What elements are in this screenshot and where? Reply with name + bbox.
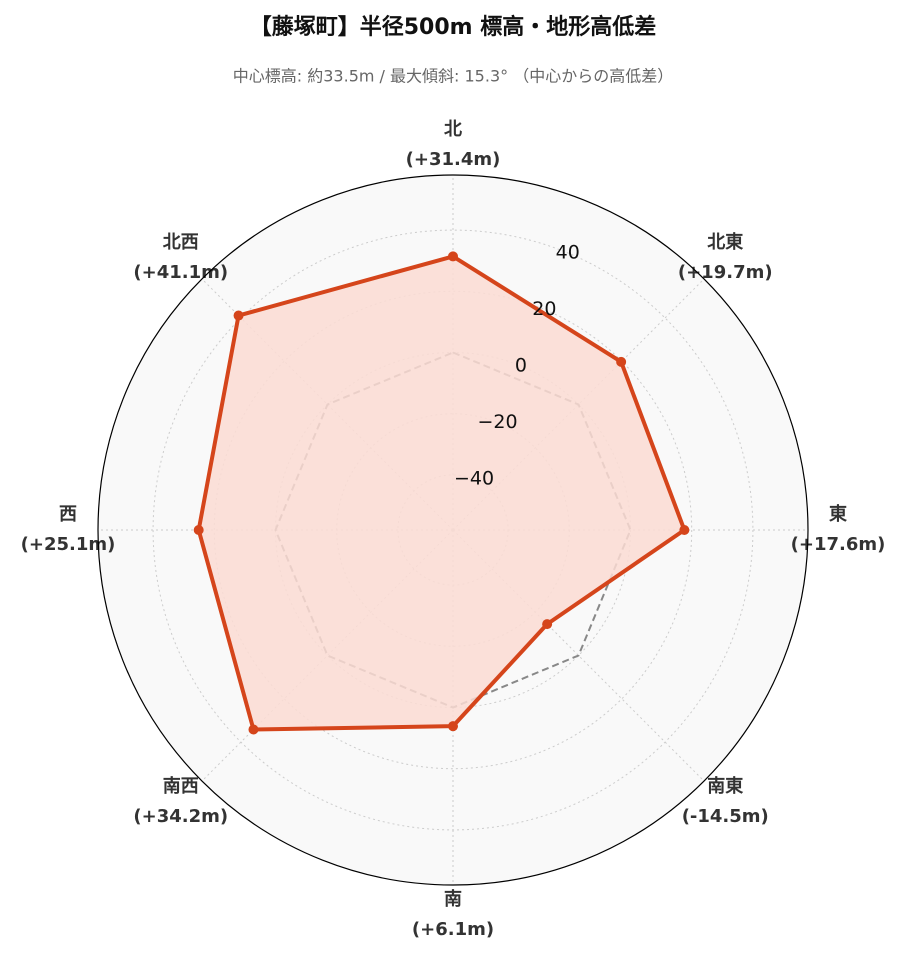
data-point: [248, 724, 259, 735]
data-point: [193, 525, 204, 535]
spoke: [201, 529, 454, 782]
data-point: [616, 356, 627, 367]
value-label: (+6.1m): [412, 919, 494, 940]
value-label: (+34.2m): [133, 806, 228, 827]
grid-circle: [213, 290, 693, 770]
spoke: [452, 529, 705, 782]
category-label: 東: [829, 503, 847, 525]
chart-subtitle: 中心標高: 約33.5m / 最大傾斜: 15.3° （中心からの高低差）: [233, 67, 673, 86]
category-label: 南西: [163, 775, 199, 797]
category-label: 西: [59, 504, 77, 525]
category-label: 北東: [707, 231, 743, 253]
category-label: 北西: [163, 232, 199, 253]
data-point: [448, 721, 458, 732]
value-label: (-14.5m): [682, 806, 769, 827]
data-point: [542, 619, 553, 630]
outer-frame: [97, 174, 809, 886]
data-point: [233, 310, 244, 321]
grid-circle: [152, 229, 754, 831]
chart-title: 【藤塚町】半径500m 標高・地形高低差: [250, 14, 657, 40]
value-label: (+19.7m): [678, 262, 773, 283]
r-tick-label: 40: [556, 241, 580, 263]
r-tick-label: −20: [477, 411, 517, 433]
category-label: 南: [444, 888, 462, 910]
data-point: [679, 525, 690, 535]
value-label: (+41.1m): [133, 262, 228, 283]
spoke: [452, 278, 705, 531]
category-label: 南東: [707, 775, 743, 797]
r-tick-label: −40: [454, 468, 494, 490]
value-label: (+31.4m): [406, 149, 501, 170]
category-label: 北: [444, 119, 462, 140]
data-point: [448, 251, 458, 262]
r-tick-label: 20: [532, 298, 556, 320]
value-label: (+17.6m): [791, 534, 886, 555]
r-tick-label: 0: [515, 355, 527, 377]
value-label: (+25.1m): [21, 534, 116, 555]
